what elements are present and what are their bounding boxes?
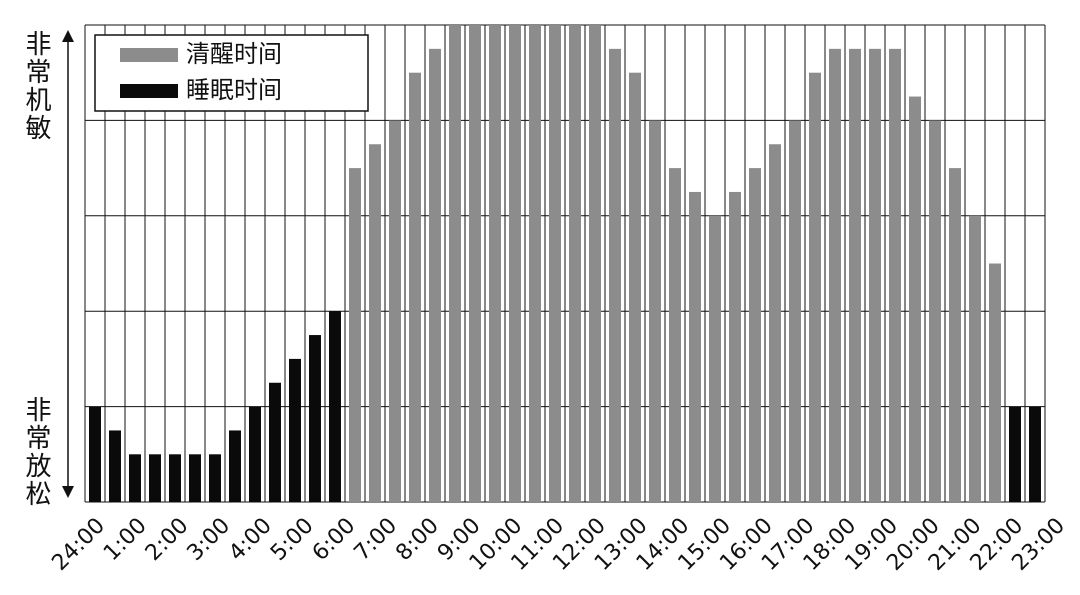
bar [869,48,881,502]
bar [1009,406,1021,502]
x-tick-label: 1:00 [99,513,152,566]
legend-box [94,34,369,112]
bar [549,25,561,502]
legend-label: 清醒时间 [186,40,282,68]
bar [929,120,941,503]
x-tick-label: 2:00 [141,513,194,566]
bar [429,48,441,502]
bar [409,72,421,502]
bar [229,430,241,502]
bar [529,25,541,502]
bar [329,311,341,502]
bar [449,25,461,502]
bar [749,168,761,502]
x-tick-label: 4:00 [224,513,277,566]
bar [809,72,821,502]
bar [269,382,281,502]
bar [289,358,301,502]
bar [369,144,381,502]
bar [689,191,701,502]
y-bottom-label: 非常放松 [21,396,51,508]
x-tick-label: 7:00 [350,513,403,566]
bar [589,25,601,502]
bar [969,215,981,503]
bar [769,144,781,502]
bar [509,25,521,502]
bar [469,25,481,502]
bar [189,454,201,502]
bar [249,406,261,502]
bar [389,120,401,503]
bar [709,215,721,503]
bar [129,454,141,502]
bar [909,96,921,503]
x-tick-label: 8:00 [391,513,444,566]
x-tick-label: 6:00 [308,513,361,566]
bar [789,120,801,503]
bar [169,454,181,502]
bar [209,454,221,502]
x-tick-label: 3:00 [183,513,236,566]
legend-label: 睡眠时间 [186,76,282,104]
y-top-label: 非常机敏 [21,30,51,142]
legend-swatch [120,84,178,98]
bar [629,72,641,502]
x-tick-label: 5:00 [266,513,319,566]
bar [1029,406,1041,502]
bar [649,120,661,503]
bar [829,48,841,502]
bar [889,48,901,502]
bar [89,406,101,502]
legend-swatch [120,48,178,62]
bar [989,263,1001,502]
bar [569,25,581,502]
bar [849,48,861,502]
bar [349,168,361,502]
bar [309,335,321,502]
bar [109,430,121,502]
bar [729,191,741,502]
bar [489,25,501,502]
bar [149,454,161,502]
x-tick-label: 24:00 [47,513,110,576]
bar [669,168,681,502]
bar [949,168,961,502]
bar [609,48,621,502]
